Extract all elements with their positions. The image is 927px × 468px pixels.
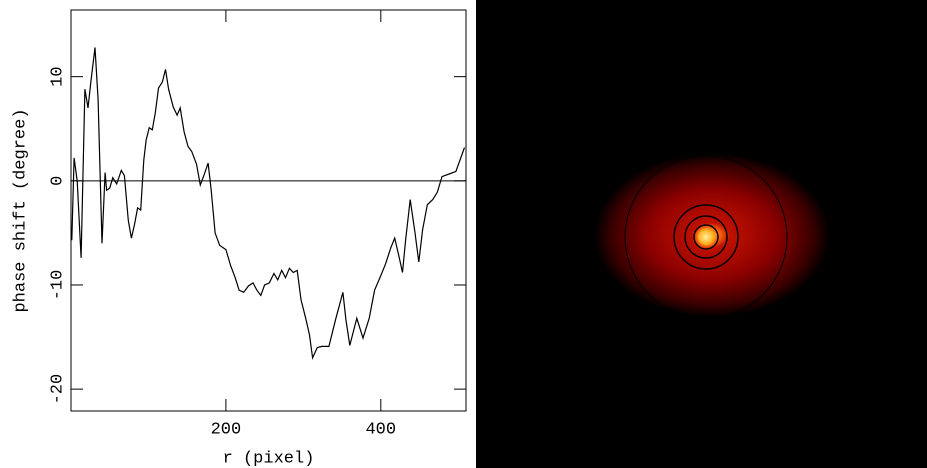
ring [673, 204, 739, 270]
y-tick-label: 10 [48, 66, 67, 86]
y-tick-label: 0 [48, 176, 67, 186]
y-tick-label: -20 [48, 374, 67, 405]
y-tick-label: -10 [48, 270, 67, 301]
ring [624, 155, 788, 319]
ring [684, 215, 728, 259]
plot: -20 -10 0 10 200 400 r (pixel) phase shift (deg… [11, 9, 467, 468]
y-axis-label: phase shift (degree) [11, 108, 30, 312]
x-tick-label: 200 [211, 420, 242, 439]
ring [693, 224, 719, 250]
x-tick-label: 400 [365, 420, 396, 439]
plot-frame [70, 9, 467, 412]
data-line [71, 47, 466, 361]
galaxy-image [476, 0, 927, 468]
x-axis-label: r (pixel) [223, 449, 315, 468]
galaxy-core [692, 223, 720, 251]
